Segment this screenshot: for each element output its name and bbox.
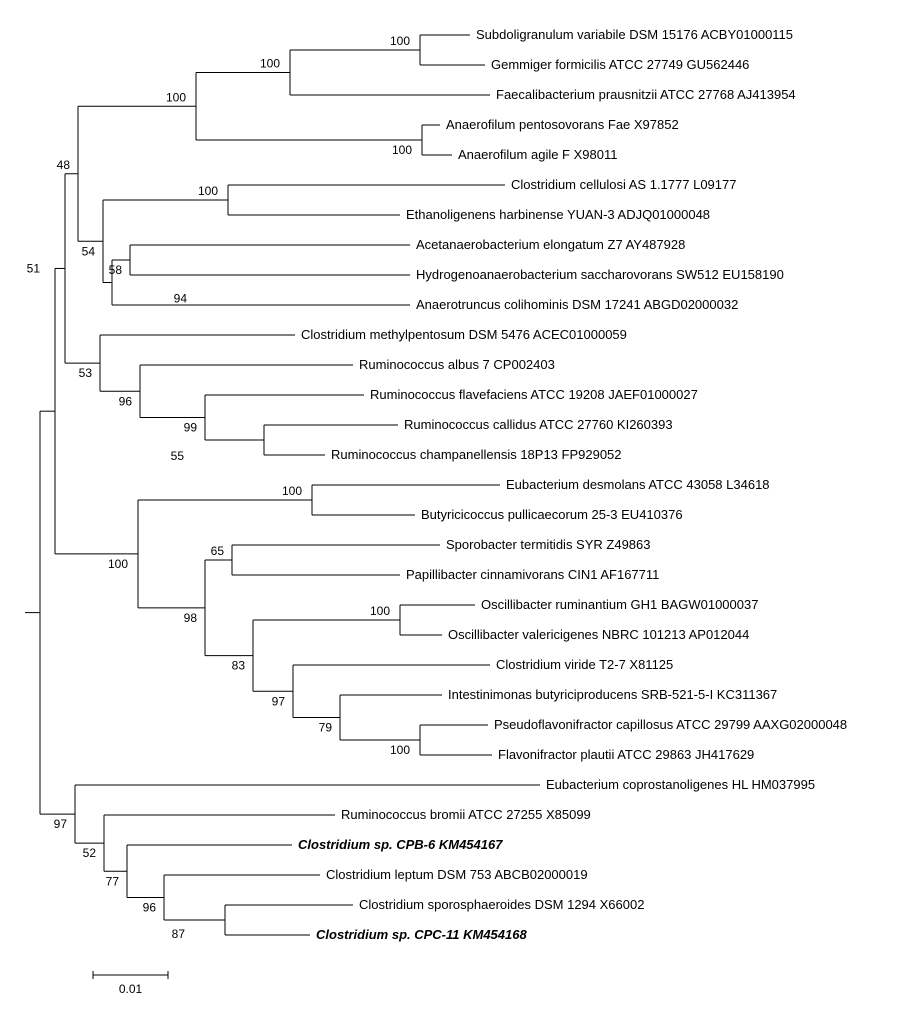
- taxon-label: Clostridium cellulosi AS 1.1777 L09177: [511, 177, 736, 192]
- taxon-label: Clostridium sp. CPC-11 KM454168: [316, 927, 527, 942]
- taxon-label: Ruminococcus bromii ATCC 27255 X85099: [341, 807, 591, 822]
- taxon-label: Clostridium leptum DSM 753 ABCB02000019: [326, 867, 588, 882]
- taxon-label: Hydrogenoanaerobacterium saccharovorans …: [416, 267, 784, 282]
- support-value: 94: [174, 292, 188, 306]
- phylogenetic-tree: 100 100 100 100 100 58 94 54 48 55 99 96 53 51 100 65 10…: [10, 10, 913, 1010]
- taxon-label: Gemmiger formicilis ATCC 27749 GU562446: [491, 57, 749, 72]
- support-value: 100: [108, 557, 128, 571]
- taxon-label: Intestinimonas butyriciproducens SRB-521…: [448, 687, 777, 702]
- support-value: 48: [57, 158, 71, 172]
- scale-bar-label: 0.01: [119, 982, 143, 996]
- taxon-label: Clostridium sp. CPB-6 KM454167: [298, 837, 503, 852]
- taxon-label: Subdoligranulum variabile DSM 15176 ACBY…: [476, 27, 793, 42]
- support-value: 100: [390, 34, 410, 48]
- support-value: 100: [166, 90, 186, 104]
- taxon-label: Clostridium viride T2-7 X81125: [496, 657, 673, 672]
- taxon-label: Ruminococcus albus 7 CP002403: [359, 357, 555, 372]
- taxon-label: Ruminococcus callidus ATCC 27760 KI26039…: [404, 417, 673, 432]
- support-value: 55: [171, 449, 185, 463]
- support-value: 77: [106, 874, 120, 888]
- support-value: 100: [392, 143, 412, 157]
- taxon-label: Papillibacter cinnamivorans CIN1 AF16771…: [406, 567, 659, 582]
- support-value: 79: [319, 721, 333, 735]
- support-value: 52: [83, 846, 97, 860]
- taxon-label: Oscillibacter valericigenes NBRC 101213 …: [448, 627, 749, 642]
- support-value: 99: [184, 421, 198, 435]
- taxon-label: Faecalibacterium prausnitzii ATCC 27768 …: [496, 87, 796, 102]
- taxon-label: Ruminococcus champanellensis 18P13 FP929…: [331, 447, 622, 462]
- support-value: 100: [198, 184, 218, 198]
- taxon-label: Acetanaerobacterium elongatum Z7 AY48792…: [416, 237, 685, 252]
- support-value: 100: [282, 484, 302, 498]
- support-value: 51: [27, 261, 41, 275]
- support-value: 97: [54, 817, 68, 831]
- taxon-label: Flavonifractor plautii ATCC 29863 JH4176…: [498, 747, 754, 762]
- taxon-label: Oscillibacter ruminantium GH1 BAGW010000…: [481, 597, 758, 612]
- taxon-label: Butyricicoccus pullicaecorum 25-3 EU4103…: [421, 507, 683, 522]
- support-value: 54: [82, 244, 96, 258]
- taxon-label: Pseudoflavonifractor capillosus ATCC 297…: [494, 717, 847, 732]
- taxon-label: Anaerofilum agile F X98011: [458, 147, 617, 162]
- taxon-label: Eubacterium desmolans ATCC 43058 L34618: [506, 477, 770, 492]
- taxon-label: Eubacterium coprostanoligenes HL HM03799…: [546, 777, 815, 792]
- taxon-label: Clostridium sporosphaeroides DSM 1294 X6…: [359, 897, 644, 912]
- taxon-label: Anaerofilum pentosovorans Fae X97852: [446, 117, 679, 132]
- support-value: 53: [79, 366, 93, 380]
- taxon-label: Ruminococcus flavefaciens ATCC 19208 JAE…: [370, 387, 698, 402]
- support-value: 87: [172, 927, 186, 941]
- support-value: 83: [232, 659, 246, 673]
- support-value: 100: [260, 57, 280, 71]
- taxon-label: Clostridium methylpentosum DSM 5476 ACEC…: [301, 327, 627, 342]
- taxon-label: Sporobacter termitidis SYR Z49863: [446, 537, 650, 552]
- support-value: 96: [143, 901, 157, 915]
- support-value: 96: [119, 394, 133, 408]
- support-value: 100: [370, 604, 390, 618]
- support-value: 65: [211, 544, 225, 558]
- support-value: 58: [109, 263, 123, 277]
- support-value: 100: [390, 743, 410, 757]
- support-value: 98: [184, 611, 198, 625]
- taxon-label: Anaerotruncus colihominis DSM 17241 ABGD…: [416, 297, 738, 312]
- taxon-label: Ethanoligenens harbinense YUAN-3 ADJQ010…: [406, 207, 710, 222]
- support-value: 97: [272, 694, 286, 708]
